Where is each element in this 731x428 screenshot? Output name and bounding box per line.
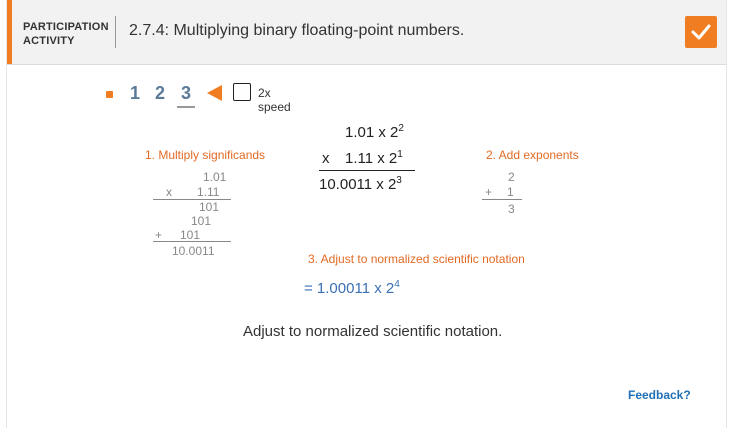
play-back-button[interactable] xyxy=(206,84,224,107)
activity-type-line1: PARTICIPATION xyxy=(23,21,109,33)
add-operator: + xyxy=(155,228,163,242)
normalized-result-exponent: 4 xyxy=(394,279,400,290)
speed-label: 2x speed xyxy=(258,86,291,114)
operand-1-base: 1.01 x 2 xyxy=(345,124,399,141)
significand-2: 1.11 xyxy=(197,185,220,199)
current-step-underline xyxy=(177,106,195,108)
activity-title: 2.7.4: Multiplying binary floating-point… xyxy=(129,22,465,39)
operand-2-base: 1.11 x 2 xyxy=(345,150,398,167)
speed-checkbox[interactable] xyxy=(233,83,251,101)
checkmark-icon xyxy=(691,24,711,40)
header-divider xyxy=(115,16,116,48)
product-result-exponent: 3 xyxy=(396,175,402,186)
exponent-sum: 3 xyxy=(508,202,515,216)
activity-type-label: PARTICIPATION ACTIVITY xyxy=(23,20,109,48)
multiply-significands-label: 1. Multiply significands xyxy=(145,148,266,162)
step-caption: Adjust to normalized scientific notation… xyxy=(243,323,503,340)
step-1-button[interactable]: 1 xyxy=(130,83,141,103)
operand-2: 1.11 x 21 xyxy=(345,149,403,168)
header-accent-bar xyxy=(7,0,12,64)
exponent-rule-line xyxy=(482,199,522,200)
product-result-base: 10.0011 x 2 xyxy=(319,176,397,193)
participation-activity-card: PARTICIPATION ACTIVITY 2.7.4: Multiplyin… xyxy=(6,0,727,428)
product-rule-line xyxy=(319,170,415,171)
normalized-result-base: = 1.00011 x 2 xyxy=(304,280,395,297)
step-2-button[interactable]: 2 xyxy=(155,83,166,103)
feedback-link[interactable]: Feedback? xyxy=(628,388,691,402)
significand-1: 1.01 xyxy=(203,170,227,184)
operand-1-exponent: 2 xyxy=(398,123,404,134)
exponent-add-operator: + xyxy=(485,185,493,199)
partial-product-1: 101 xyxy=(199,200,220,214)
operand-1: 1.01 x 22 xyxy=(345,123,404,142)
play-left-triangle-icon xyxy=(207,85,222,101)
exponent-2: 1 xyxy=(507,185,514,199)
add-exponents-label: 2. Add exponents xyxy=(486,148,579,162)
activity-type-line2: ACTIVITY xyxy=(23,35,75,47)
step-3-button[interactable]: 3 xyxy=(181,83,192,103)
partial-product-3: 101 xyxy=(180,228,201,242)
exponent-1: 2 xyxy=(508,170,515,184)
multiply-rule-line xyxy=(153,199,231,200)
normalized-result: = 1.00011 x 24 xyxy=(304,279,400,298)
completion-badge xyxy=(685,16,717,48)
sum-rule-line xyxy=(153,241,231,242)
times-operator: x xyxy=(322,150,330,167)
multiply-operator: x xyxy=(166,185,172,199)
operand-2-exponent: 1 xyxy=(397,149,403,160)
partial-product-2: 101 xyxy=(191,214,212,228)
normalize-step-label: 3. Adjust to normalized scientific notat… xyxy=(308,252,525,266)
significand-product: 10.0011 xyxy=(172,244,215,258)
product-result: 10.0011 x 23 xyxy=(319,175,402,194)
step-start-indicator xyxy=(106,91,113,98)
activity-header: PARTICIPATION ACTIVITY 2.7.4: Multiplyin… xyxy=(7,0,726,65)
